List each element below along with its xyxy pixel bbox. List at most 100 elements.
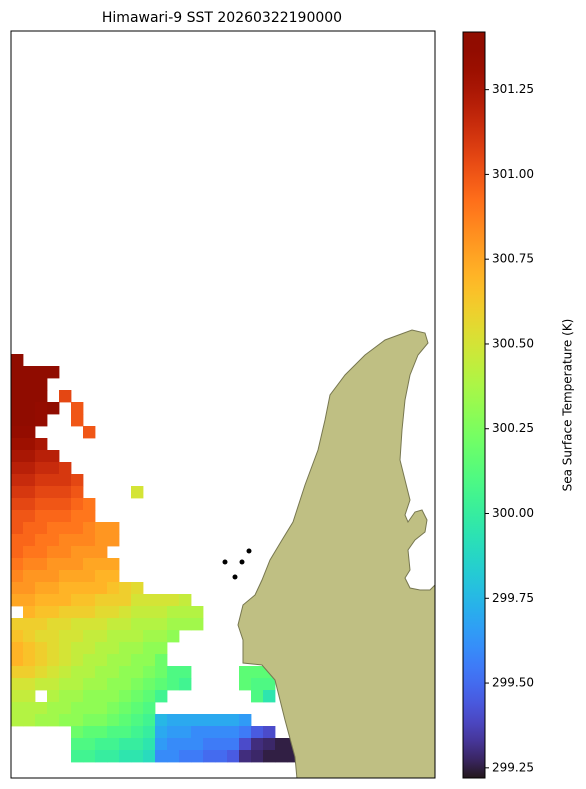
cell — [155, 738, 168, 751]
cell — [107, 606, 120, 619]
cell — [23, 414, 36, 427]
cell — [107, 558, 120, 571]
cell — [191, 726, 204, 739]
cell — [203, 714, 216, 727]
cell — [191, 750, 204, 763]
land — [237, 329, 435, 778]
cell — [83, 678, 96, 691]
cell — [71, 558, 84, 571]
cell — [35, 510, 48, 523]
cell — [83, 630, 96, 643]
cell — [47, 582, 60, 595]
cell — [143, 726, 156, 739]
cell — [47, 642, 60, 655]
cell — [167, 594, 180, 607]
cell — [83, 558, 96, 571]
cell — [119, 714, 132, 727]
cell — [275, 738, 288, 751]
cell — [119, 702, 132, 715]
cell — [155, 654, 168, 667]
cell — [59, 618, 72, 631]
cell — [47, 678, 60, 691]
cell — [83, 606, 96, 619]
cell — [47, 402, 60, 415]
cell — [35, 546, 48, 559]
cell — [35, 498, 48, 511]
cell — [95, 630, 108, 643]
cell — [47, 606, 60, 619]
cell — [179, 714, 192, 727]
cell — [131, 606, 144, 619]
colorbar-tick-label: 300.75 — [492, 252, 534, 266]
cell — [11, 450, 24, 463]
cell — [155, 594, 168, 607]
cell — [131, 666, 144, 679]
cell — [11, 438, 24, 451]
cell — [11, 414, 24, 427]
cell — [191, 738, 204, 751]
cell — [71, 594, 84, 607]
cell — [143, 702, 156, 715]
cell — [11, 474, 24, 487]
cell — [143, 654, 156, 667]
cell — [23, 522, 36, 535]
colorbar-tick-label: 300.25 — [492, 421, 534, 435]
cell — [83, 534, 96, 547]
cell — [107, 582, 120, 595]
cell — [71, 702, 84, 715]
cell — [215, 726, 228, 739]
cell — [23, 630, 36, 643]
cell — [131, 642, 144, 655]
cell — [47, 486, 60, 499]
cell — [59, 594, 72, 607]
cell — [131, 714, 144, 727]
cell — [179, 726, 192, 739]
cell — [35, 714, 48, 727]
cell — [83, 618, 96, 631]
cell — [59, 654, 72, 667]
cell — [71, 642, 84, 655]
cell — [179, 594, 192, 607]
cell — [107, 642, 120, 655]
cell — [71, 570, 84, 583]
cell — [83, 702, 96, 715]
cell — [59, 510, 72, 523]
cell — [179, 738, 192, 751]
cell — [227, 750, 240, 763]
cell — [155, 678, 168, 691]
cell — [35, 462, 48, 475]
cell — [35, 666, 48, 679]
cell — [251, 666, 264, 679]
cell — [35, 390, 48, 403]
cell — [59, 474, 72, 487]
cell — [59, 486, 72, 499]
cell — [23, 402, 36, 415]
cell — [263, 726, 276, 739]
cell — [59, 498, 72, 511]
cell — [23, 390, 36, 403]
cell — [23, 474, 36, 487]
cell — [143, 642, 156, 655]
cell — [71, 534, 84, 547]
cell — [83, 642, 96, 655]
cell — [95, 546, 108, 559]
cell — [95, 666, 108, 679]
cell — [35, 702, 48, 715]
cell — [11, 402, 24, 415]
colorbar — [462, 31, 486, 779]
cell — [119, 738, 132, 751]
cell — [23, 546, 36, 559]
cell — [83, 750, 96, 763]
cell — [11, 678, 24, 691]
cell — [83, 654, 96, 667]
cell — [47, 558, 60, 571]
cell — [131, 582, 144, 595]
cell — [143, 666, 156, 679]
map-frame — [10, 30, 436, 779]
cell — [83, 714, 96, 727]
cell — [83, 690, 96, 703]
cell — [191, 606, 204, 619]
cell — [23, 666, 36, 679]
colorbar-tick-label: 301.25 — [492, 82, 534, 96]
cell — [11, 366, 24, 379]
